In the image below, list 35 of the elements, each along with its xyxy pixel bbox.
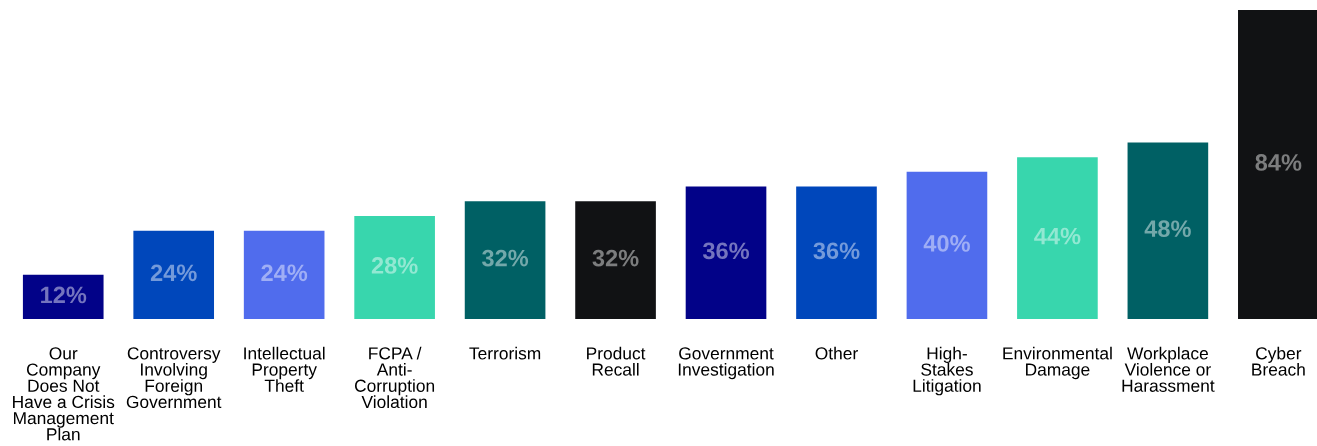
data-label: 32% <box>482 249 529 267</box>
data-label: 44% <box>1034 227 1081 245</box>
x-tick-label: Cyber Breach <box>1252 346 1305 376</box>
x-tick-label: Our Company Does Not Have a Crisis Management Plan <box>13 347 115 441</box>
data-label: 28% <box>371 257 418 274</box>
x-tick-label: FCPA / Anti- Corruption Violation <box>354 346 435 409</box>
data-label: 24% <box>150 264 197 282</box>
data-label: 32% <box>592 249 639 267</box>
data-label: 48% <box>1144 220 1191 238</box>
x-tick-label: Workplace Violence or Harassment <box>1122 346 1215 392</box>
bar <box>1017 157 1098 319</box>
x-tick-label: Environmental Damage <box>1003 346 1112 380</box>
x-tick-label: Intellectual Property Theft <box>244 346 325 392</box>
data-label: 40% <box>923 235 970 252</box>
data-label: 12% <box>41 286 87 304</box>
data-label: 24% <box>261 264 308 282</box>
x-tick-label: High- Stakes Litigation <box>913 346 981 396</box>
bar <box>685 186 767 319</box>
bar <box>464 201 546 319</box>
bar <box>575 201 656 319</box>
bar <box>1127 142 1209 319</box>
data-label: 84% <box>1255 154 1302 171</box>
x-tick-label: Other <box>815 346 858 360</box>
x-tick-label: Controversy Involving Foreign Government <box>126 347 222 409</box>
bar <box>796 186 877 319</box>
x-tick-label: Product Recall <box>587 346 646 376</box>
bar <box>22 274 104 319</box>
bar <box>133 230 215 319</box>
data-label: 36% <box>813 242 860 260</box>
x-tick-label: Terrorism <box>469 346 541 360</box>
bar <box>906 171 988 319</box>
bar <box>243 230 325 319</box>
data-label: 36% <box>702 242 750 260</box>
x-tick-label: Government Investigation <box>678 347 774 380</box>
bar <box>354 216 435 319</box>
